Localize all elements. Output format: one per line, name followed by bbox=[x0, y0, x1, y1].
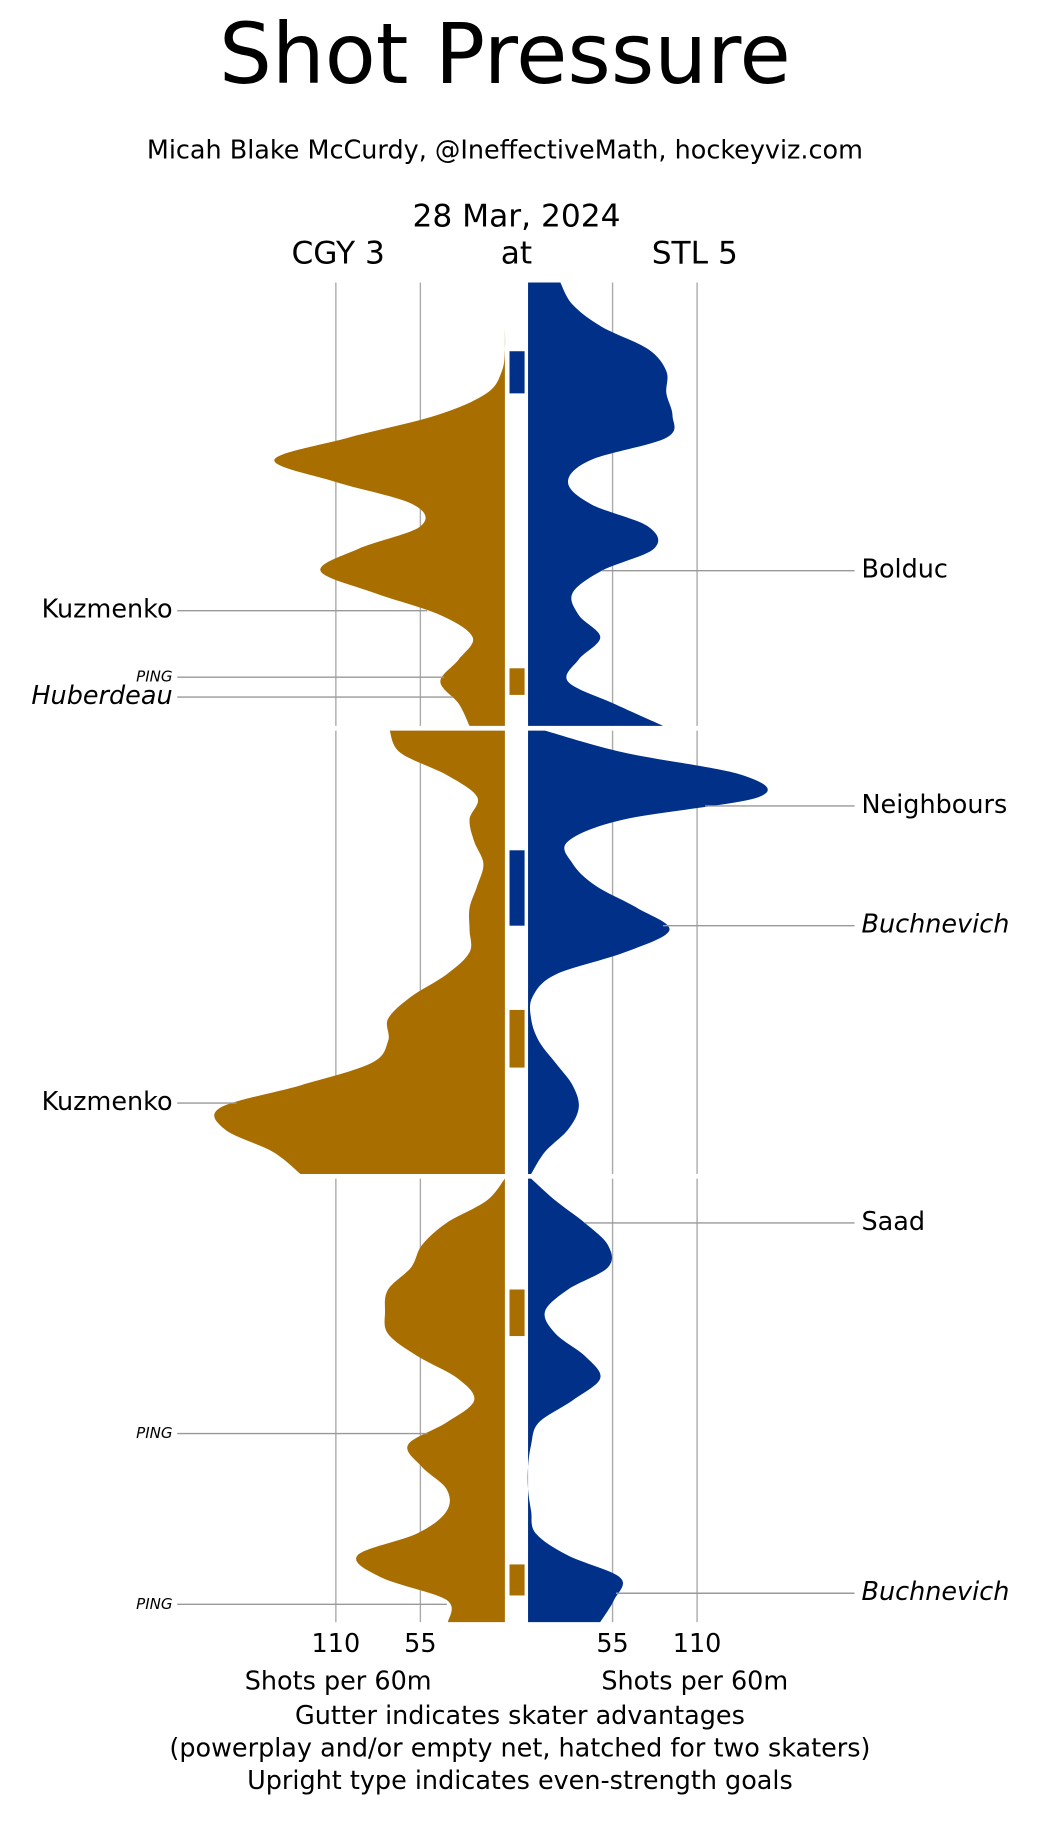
goal-label: Buchnevich bbox=[861, 1577, 1009, 1607]
axis-label: Shots per 60m bbox=[245, 1666, 432, 1696]
at-label: at bbox=[501, 236, 532, 272]
x-tick-label: 55 bbox=[596, 1629, 628, 1659]
pressure-area bbox=[214, 730, 505, 1175]
axis-label: Shots per 60m bbox=[601, 1666, 788, 1696]
advantage-marker bbox=[509, 1009, 525, 1068]
post-label: PING bbox=[136, 1595, 172, 1613]
post-label: PING bbox=[136, 1424, 172, 1442]
pressure-area bbox=[274, 282, 506, 726]
goal-label: Saad bbox=[861, 1207, 925, 1237]
goal-label: Neighbours bbox=[861, 790, 1007, 820]
goal-label: Kuzmenko bbox=[42, 1087, 173, 1117]
goal-label: Buchnevich bbox=[861, 910, 1009, 940]
advantage-marker bbox=[509, 1564, 525, 1596]
x-tick-label: 110 bbox=[673, 1629, 722, 1659]
advantage-marker bbox=[509, 850, 525, 926]
game-date: 28 Mar, 2024 bbox=[412, 199, 620, 235]
home-team: STL 5 bbox=[652, 236, 738, 272]
x-tick-label: 110 bbox=[312, 1629, 361, 1659]
footnote: Upright type indicates even-strength goa… bbox=[247, 1766, 793, 1796]
subtitle: Micah Blake McCurdy, @IneffectiveMath, h… bbox=[147, 136, 863, 166]
pressure-area bbox=[528, 282, 675, 726]
footnote: Gutter indicates skater advantages bbox=[295, 1701, 745, 1731]
pressure-area bbox=[528, 730, 768, 1175]
goal-label: Kuzmenko bbox=[42, 595, 173, 625]
advantage-marker bbox=[509, 351, 525, 394]
goal-label: Huberdeau bbox=[31, 681, 172, 711]
footnote: (powerplay and/or empty net, hatched for… bbox=[169, 1733, 870, 1763]
advantage-marker bbox=[509, 1289, 525, 1337]
goal-label: Bolduc bbox=[861, 555, 947, 585]
advantage-marker bbox=[509, 668, 525, 695]
x-tick-label: 55 bbox=[404, 1629, 436, 1659]
pressure-area bbox=[356, 1178, 505, 1623]
pressure-area bbox=[527, 1178, 624, 1623]
chart-title: Shot Pressure bbox=[219, 6, 791, 103]
post-label: PING bbox=[136, 668, 172, 686]
away-team: CGY 3 bbox=[291, 236, 384, 272]
